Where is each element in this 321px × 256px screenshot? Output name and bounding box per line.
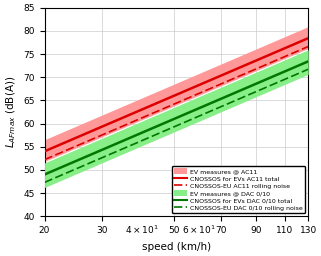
- X-axis label: speed (km/h): speed (km/h): [142, 242, 211, 252]
- Legend: EV measures @ AC11, CNOSSOS for EVs AC11 total, CNOSSOS-EU AC11 rolling noise, E: EV measures @ AC11, CNOSSOS for EVs AC11…: [172, 166, 305, 213]
- Y-axis label: $L_{AFmax}$ (dB(A)): $L_{AFmax}$ (dB(A)): [4, 76, 18, 148]
